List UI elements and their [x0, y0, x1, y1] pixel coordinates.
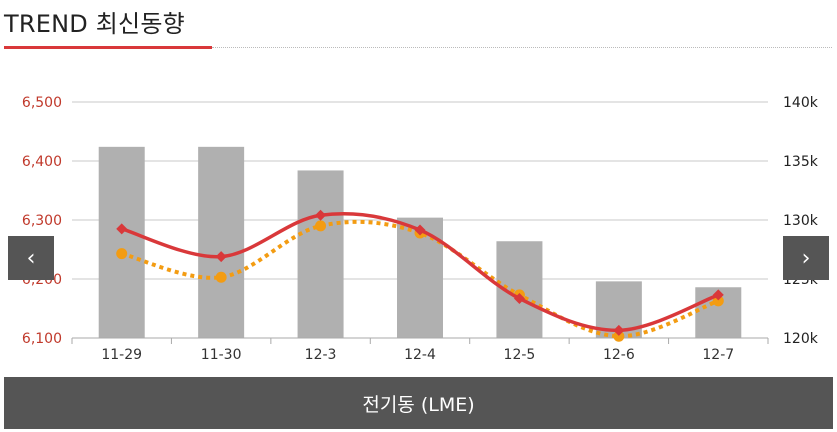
right-axis-tick-label: 120k — [783, 331, 819, 347]
primary-series-point — [414, 224, 426, 236]
header-divider — [212, 47, 832, 48]
left-axis-tick-label: 6,500 — [22, 95, 62, 111]
primary-series-point — [215, 251, 227, 263]
header: TREND 최신동향 — [0, 0, 837, 50]
page-title: TREND 최신동향 — [4, 10, 185, 38]
right-axis-tick-label: 135k — [783, 154, 819, 170]
commodity-bar[interactable]: 전기동 (LME) — [4, 377, 833, 429]
bar — [98, 146, 145, 338]
bar — [297, 170, 344, 338]
right-axis-tick-label: 140k — [783, 95, 819, 111]
secondary-series-point — [712, 295, 724, 307]
primary-series-point — [613, 324, 625, 336]
primary-series-point — [712, 289, 724, 301]
commodity-label: 전기동 (LME) — [362, 393, 475, 416]
left-axis-tick-label: 6,300 — [22, 213, 62, 229]
x-axis-tick-label: 11-30 — [201, 347, 242, 363]
prev-button[interactable]: ‹ — [8, 236, 54, 280]
left-axis-tick-label: 6,400 — [22, 154, 62, 170]
bar — [198, 146, 245, 338]
chevron-left-icon: ‹ — [26, 245, 36, 271]
primary-series-point — [315, 209, 327, 221]
primary-series-point — [116, 223, 128, 235]
secondary-series-point — [315, 220, 327, 232]
secondary-series-point — [613, 330, 625, 342]
trend-chart: 6,1006,2006,3006,4006,500120k125k130k135… — [22, 95, 819, 363]
chevron-right-icon: › — [801, 245, 811, 271]
next-button[interactable]: › — [783, 236, 829, 280]
x-axis-tick-label: 12-7 — [702, 347, 734, 363]
secondary-series-point — [116, 248, 128, 260]
title-underline — [4, 46, 212, 49]
x-axis-tick-label: 12-5 — [504, 347, 536, 363]
x-axis-tick-label: 12-4 — [404, 347, 436, 363]
left-axis-tick-label: 6,100 — [22, 331, 62, 347]
x-axis-tick-label: 12-3 — [305, 347, 337, 363]
x-axis-tick-label: 11-29 — [101, 347, 142, 363]
secondary-series-point — [215, 271, 227, 283]
right-axis-tick-label: 130k — [783, 213, 819, 229]
x-axis-tick-label: 12-6 — [603, 347, 635, 363]
primary-series-point — [513, 292, 525, 304]
